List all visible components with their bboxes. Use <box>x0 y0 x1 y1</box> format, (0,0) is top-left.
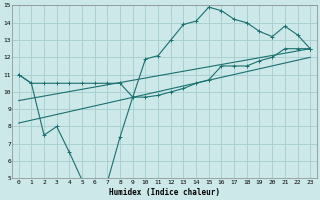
X-axis label: Humidex (Indice chaleur): Humidex (Indice chaleur) <box>109 188 220 197</box>
